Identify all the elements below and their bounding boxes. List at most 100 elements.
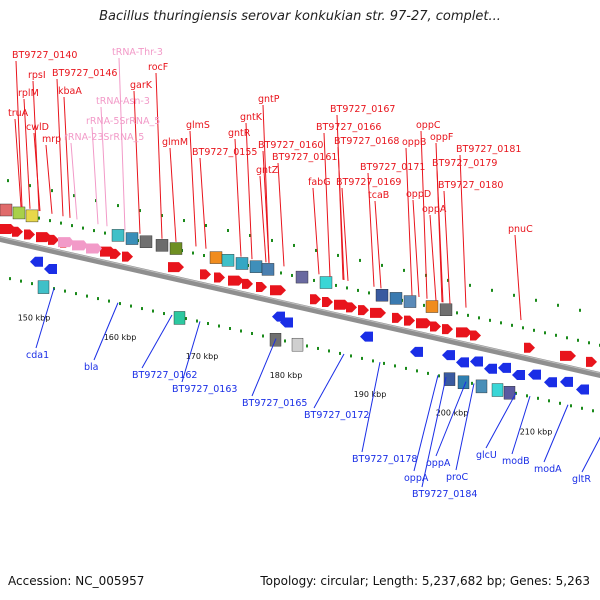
- feature-box: [169, 242, 183, 255]
- tick-mark: [544, 331, 546, 335]
- label-leader: [313, 353, 345, 409]
- gene-label: BT9727_0172: [304, 410, 369, 421]
- label-leader: [367, 172, 375, 287]
- scale-label: 170 kbp: [186, 352, 219, 361]
- tick-mark: [581, 406, 583, 410]
- gene-label: pnuC: [508, 224, 533, 235]
- tick-mark: [185, 317, 187, 321]
- tick-mark: [555, 333, 557, 337]
- tick-mark: [280, 271, 282, 275]
- tick-mark: [291, 273, 293, 277]
- tick-mark: [75, 292, 77, 296]
- label-leader: [189, 130, 197, 247]
- tick-mark: [335, 283, 337, 287]
- label-leader: [100, 106, 108, 227]
- label-leader: [420, 130, 428, 299]
- tick-mark: [427, 371, 429, 375]
- label-leader: [133, 90, 141, 234]
- gene-label: modB: [502, 456, 530, 467]
- tick-mark: [139, 209, 141, 213]
- label-leader: [312, 187, 320, 275]
- label-leader: [169, 147, 177, 242]
- tick-mark: [548, 399, 550, 403]
- label-leader: [361, 362, 381, 453]
- gene-label: BT9727_0163: [172, 384, 237, 395]
- feature-box: [235, 257, 249, 270]
- tick-mark: [240, 329, 242, 333]
- reverse-gene-arrow: [498, 362, 511, 373]
- feature-box: [37, 280, 50, 294]
- tick-mark: [229, 327, 231, 330]
- label-leader: [405, 147, 413, 296]
- label-leader: [251, 338, 277, 397]
- tick-mark: [359, 258, 361, 262]
- reverse-gene-arrow: [470, 356, 483, 367]
- gene-label: mrp: [42, 134, 61, 145]
- forward-gene-arrow: [456, 327, 472, 338]
- tick-mark: [95, 199, 97, 203]
- gene-label: tRNA-Thr-3: [112, 47, 163, 58]
- forward-gene-arrow: [228, 275, 244, 286]
- reverse-gene-arrow: [30, 256, 43, 267]
- gene-label: BT9727_0160: [258, 140, 323, 151]
- tick-mark: [20, 279, 22, 283]
- tick-mark: [467, 313, 469, 317]
- tick-mark: [183, 219, 185, 223]
- reverse-gene-arrow: [44, 263, 57, 274]
- tick-mark: [152, 309, 154, 313]
- reverse-gene-arrow: [528, 369, 541, 380]
- scale-label: 210 kbp: [520, 427, 553, 436]
- feature-box: [491, 383, 504, 397]
- gene-label: rRNA-5SrRNA_5: [86, 116, 160, 127]
- label-leader: [374, 200, 382, 289]
- tick-mark: [456, 311, 458, 315]
- tick-mark: [251, 331, 253, 335]
- gene-label: glmM: [162, 137, 188, 148]
- tick-mark: [192, 251, 194, 255]
- tick-mark: [368, 291, 370, 295]
- label-leader: [485, 392, 517, 449]
- gene-label: rocF: [148, 62, 168, 73]
- tick-mark: [500, 321, 502, 325]
- gene-label: modA: [534, 464, 562, 475]
- gene-label: truA: [8, 108, 29, 119]
- label-leader: [514, 234, 522, 321]
- label-leader: [245, 122, 253, 260]
- tick-mark: [51, 189, 53, 193]
- forward-gene-arrow: [12, 226, 23, 237]
- label-leader: [341, 187, 349, 281]
- gene-label: gntR: [228, 128, 251, 139]
- forward-gene-arrow: [416, 318, 432, 329]
- reverse-gene-arrow: [576, 384, 589, 395]
- gene-label: gntP: [258, 94, 280, 105]
- tick-mark: [205, 224, 207, 228]
- tick-mark: [93, 229, 95, 233]
- tick-mark: [119, 302, 121, 306]
- gene-label: rRNA-23SrRNA_5: [64, 132, 144, 143]
- label-leader: [33, 132, 41, 212]
- tick-mark: [592, 409, 594, 413]
- feature-box: [295, 270, 309, 284]
- label-leader: [443, 190, 451, 305]
- gene-label: oppA: [426, 458, 451, 469]
- feature-box: [375, 289, 389, 302]
- gene-label: glcU: [476, 450, 497, 461]
- tick-mark: [361, 356, 363, 360]
- feature-box: [209, 251, 223, 264]
- forward-gene-arrow: [346, 302, 357, 313]
- forward-gene-arrow: [122, 251, 133, 262]
- tick-mark: [416, 369, 418, 373]
- forward-gene-arrow: [560, 350, 576, 361]
- label-leader: [436, 168, 444, 303]
- label-leader: [181, 321, 201, 383]
- scale-label: 160 kbp: [104, 333, 137, 342]
- tick-mark: [262, 334, 264, 338]
- scale-label: 150 kbp: [18, 314, 51, 323]
- rna-gene-arrow: [72, 240, 88, 251]
- label-leader: [337, 146, 345, 280]
- tick-mark: [141, 307, 143, 311]
- gene-label: BT9727_0168: [334, 136, 399, 147]
- feature-box: [25, 209, 39, 223]
- tick-mark: [423, 303, 425, 307]
- forward-gene-arrow: [24, 229, 35, 240]
